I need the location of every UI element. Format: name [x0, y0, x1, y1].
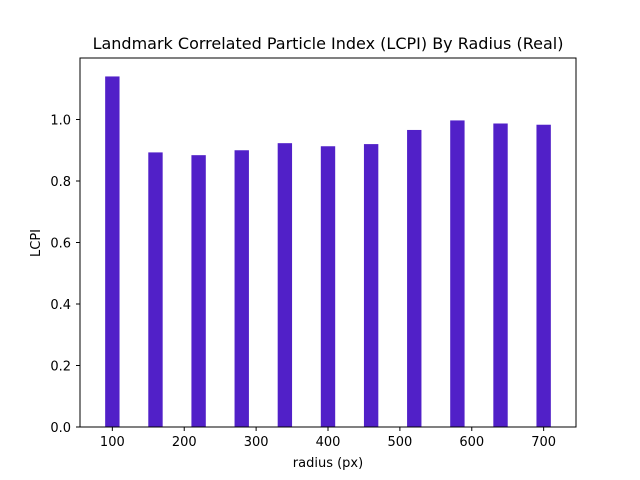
- y-axis-ticks: 0.0 0.2 0.4 0.6 0.8 1.0: [50, 114, 80, 436]
- x-tick-label: 200: [172, 435, 197, 450]
- y-axis-label: LCPI: [29, 229, 44, 257]
- bars-group: [105, 76, 551, 428]
- x-axis-label: radius (px): [293, 456, 363, 471]
- x-tick-label: 100: [100, 435, 125, 450]
- x-axis-ticks: 100 200 300 400 500 600 700: [100, 427, 556, 450]
- chart-title: Landmark Correlated Particle Index (LCPI…: [93, 34, 564, 53]
- x-tick-label: 300: [244, 435, 269, 450]
- bar-340: [277, 143, 293, 428]
- bar-580: [450, 120, 465, 428]
- bar-220: [191, 155, 206, 428]
- y-tick-label: 1.0: [50, 114, 71, 129]
- bar-400: [320, 146, 336, 427]
- y-tick-label: 0.8: [50, 175, 71, 190]
- bar-160: [148, 152, 163, 427]
- bar-280: [234, 150, 249, 427]
- y-tick-label: 0.4: [50, 298, 71, 313]
- bar-640: [493, 123, 508, 427]
- y-tick-label: 0.6: [50, 237, 71, 252]
- x-tick-label: 400: [316, 435, 341, 450]
- x-tick-label: 700: [531, 435, 556, 450]
- y-tick-label: 0.0: [50, 421, 71, 436]
- bar-100: [105, 76, 120, 427]
- bar-700: [536, 124, 551, 427]
- plot-frame: [79, 57, 577, 428]
- bar-520: [407, 129, 422, 427]
- bar-460: [363, 144, 379, 427]
- x-tick-label: 600: [459, 435, 484, 450]
- x-tick-label: 500: [387, 435, 412, 450]
- y-tick-label: 0.2: [50, 360, 71, 375]
